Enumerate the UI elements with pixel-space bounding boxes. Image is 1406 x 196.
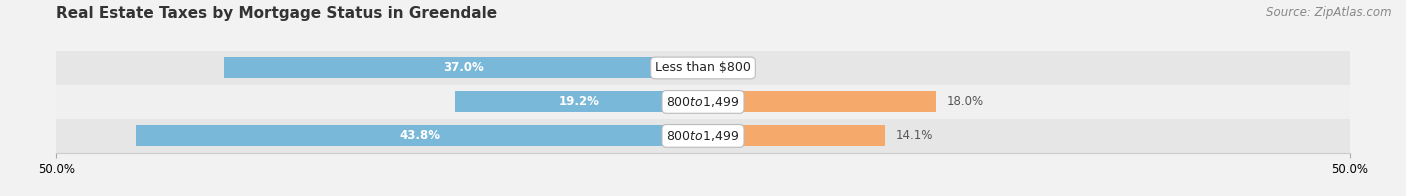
Text: 0.0%: 0.0% [713,62,742,74]
Bar [454,91,703,113]
Bar [225,57,703,78]
Text: Source: ZipAtlas.com: Source: ZipAtlas.com [1267,6,1392,19]
Bar [703,125,886,146]
Bar [703,91,936,113]
Text: $800 to $1,499: $800 to $1,499 [666,95,740,109]
Text: 43.8%: 43.8% [399,129,440,142]
Bar [56,51,1350,85]
Bar [136,125,703,146]
Text: Real Estate Taxes by Mortgage Status in Greendale: Real Estate Taxes by Mortgage Status in … [56,6,498,21]
Text: 14.1%: 14.1% [896,129,934,142]
Text: $800 to $1,499: $800 to $1,499 [666,129,740,143]
Text: 37.0%: 37.0% [443,62,484,74]
Bar [56,119,1350,153]
Text: Less than $800: Less than $800 [655,62,751,74]
Bar [56,85,1350,119]
Text: 19.2%: 19.2% [558,95,599,108]
Text: 18.0%: 18.0% [946,95,983,108]
